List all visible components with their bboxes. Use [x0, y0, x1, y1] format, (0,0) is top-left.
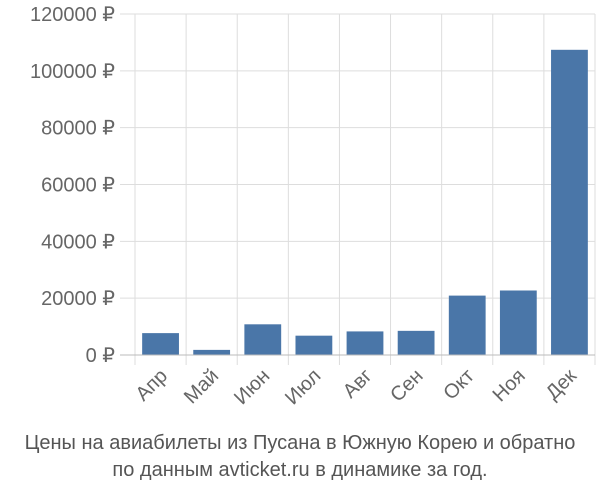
bar-2 — [193, 349, 231, 355]
y-tick-label: 0 ₽ — [86, 345, 116, 367]
y-tick-label: 100000 ₽ — [30, 61, 115, 83]
x-tick-label: Апр — [132, 365, 173, 406]
x-tick-label: Сен — [386, 365, 427, 406]
x-tick-label: Авг — [339, 365, 377, 403]
y-tick-label: 120000 ₽ — [30, 4, 115, 26]
y-tick-label: 20000 ₽ — [41, 288, 115, 310]
y-tick-label: 60000 ₽ — [41, 175, 115, 197]
bar-chart: 0 ₽ 20000 ₽ 40000 ₽ 60000 ₽ 80000 ₽ 100000 ₽ 1… — [30, 4, 596, 409]
bars — [142, 49, 588, 356]
x-tick-label: Дек — [542, 365, 581, 404]
bar-4 — [295, 335, 333, 355]
y-tick-label: 80000 ₽ — [41, 118, 115, 140]
bar-6 — [397, 330, 435, 355]
x-tick-label: Июл — [281, 365, 325, 409]
chart-caption: Цены на авиабилеты из Пусана в Южную Кор… — [0, 430, 600, 484]
bar-1 — [142, 333, 179, 355]
bar-9 — [551, 49, 588, 356]
y-axis-tick-labels: 0 ₽ 20000 ₽ 40000 ₽ 60000 ₽ 80000 ₽ 100000 ₽ 1… — [30, 4, 115, 367]
x-tick-label: Окт — [439, 365, 478, 404]
bar-5 — [346, 331, 384, 355]
caption-line-1: Цены на авиабилеты из Пусана в Южную Кор… — [24, 432, 576, 454]
x-tick-label: Июн — [230, 365, 274, 409]
x-axis-tick-labels: Апр Май Июн Июл Авг Сен Окт Ноя Дек — [132, 365, 582, 409]
bar-7 — [448, 295, 486, 355]
x-tick-label: Ноя — [489, 365, 530, 406]
caption-line-2: по данным avticket.ru в динамике за год. — [112, 459, 488, 481]
y-tick-label: 40000 ₽ — [41, 231, 115, 253]
bar-8 — [499, 290, 537, 355]
x-tick-label: Май — [180, 365, 223, 408]
bar-3 — [244, 324, 282, 355]
grid-lines — [120, 13, 596, 365]
